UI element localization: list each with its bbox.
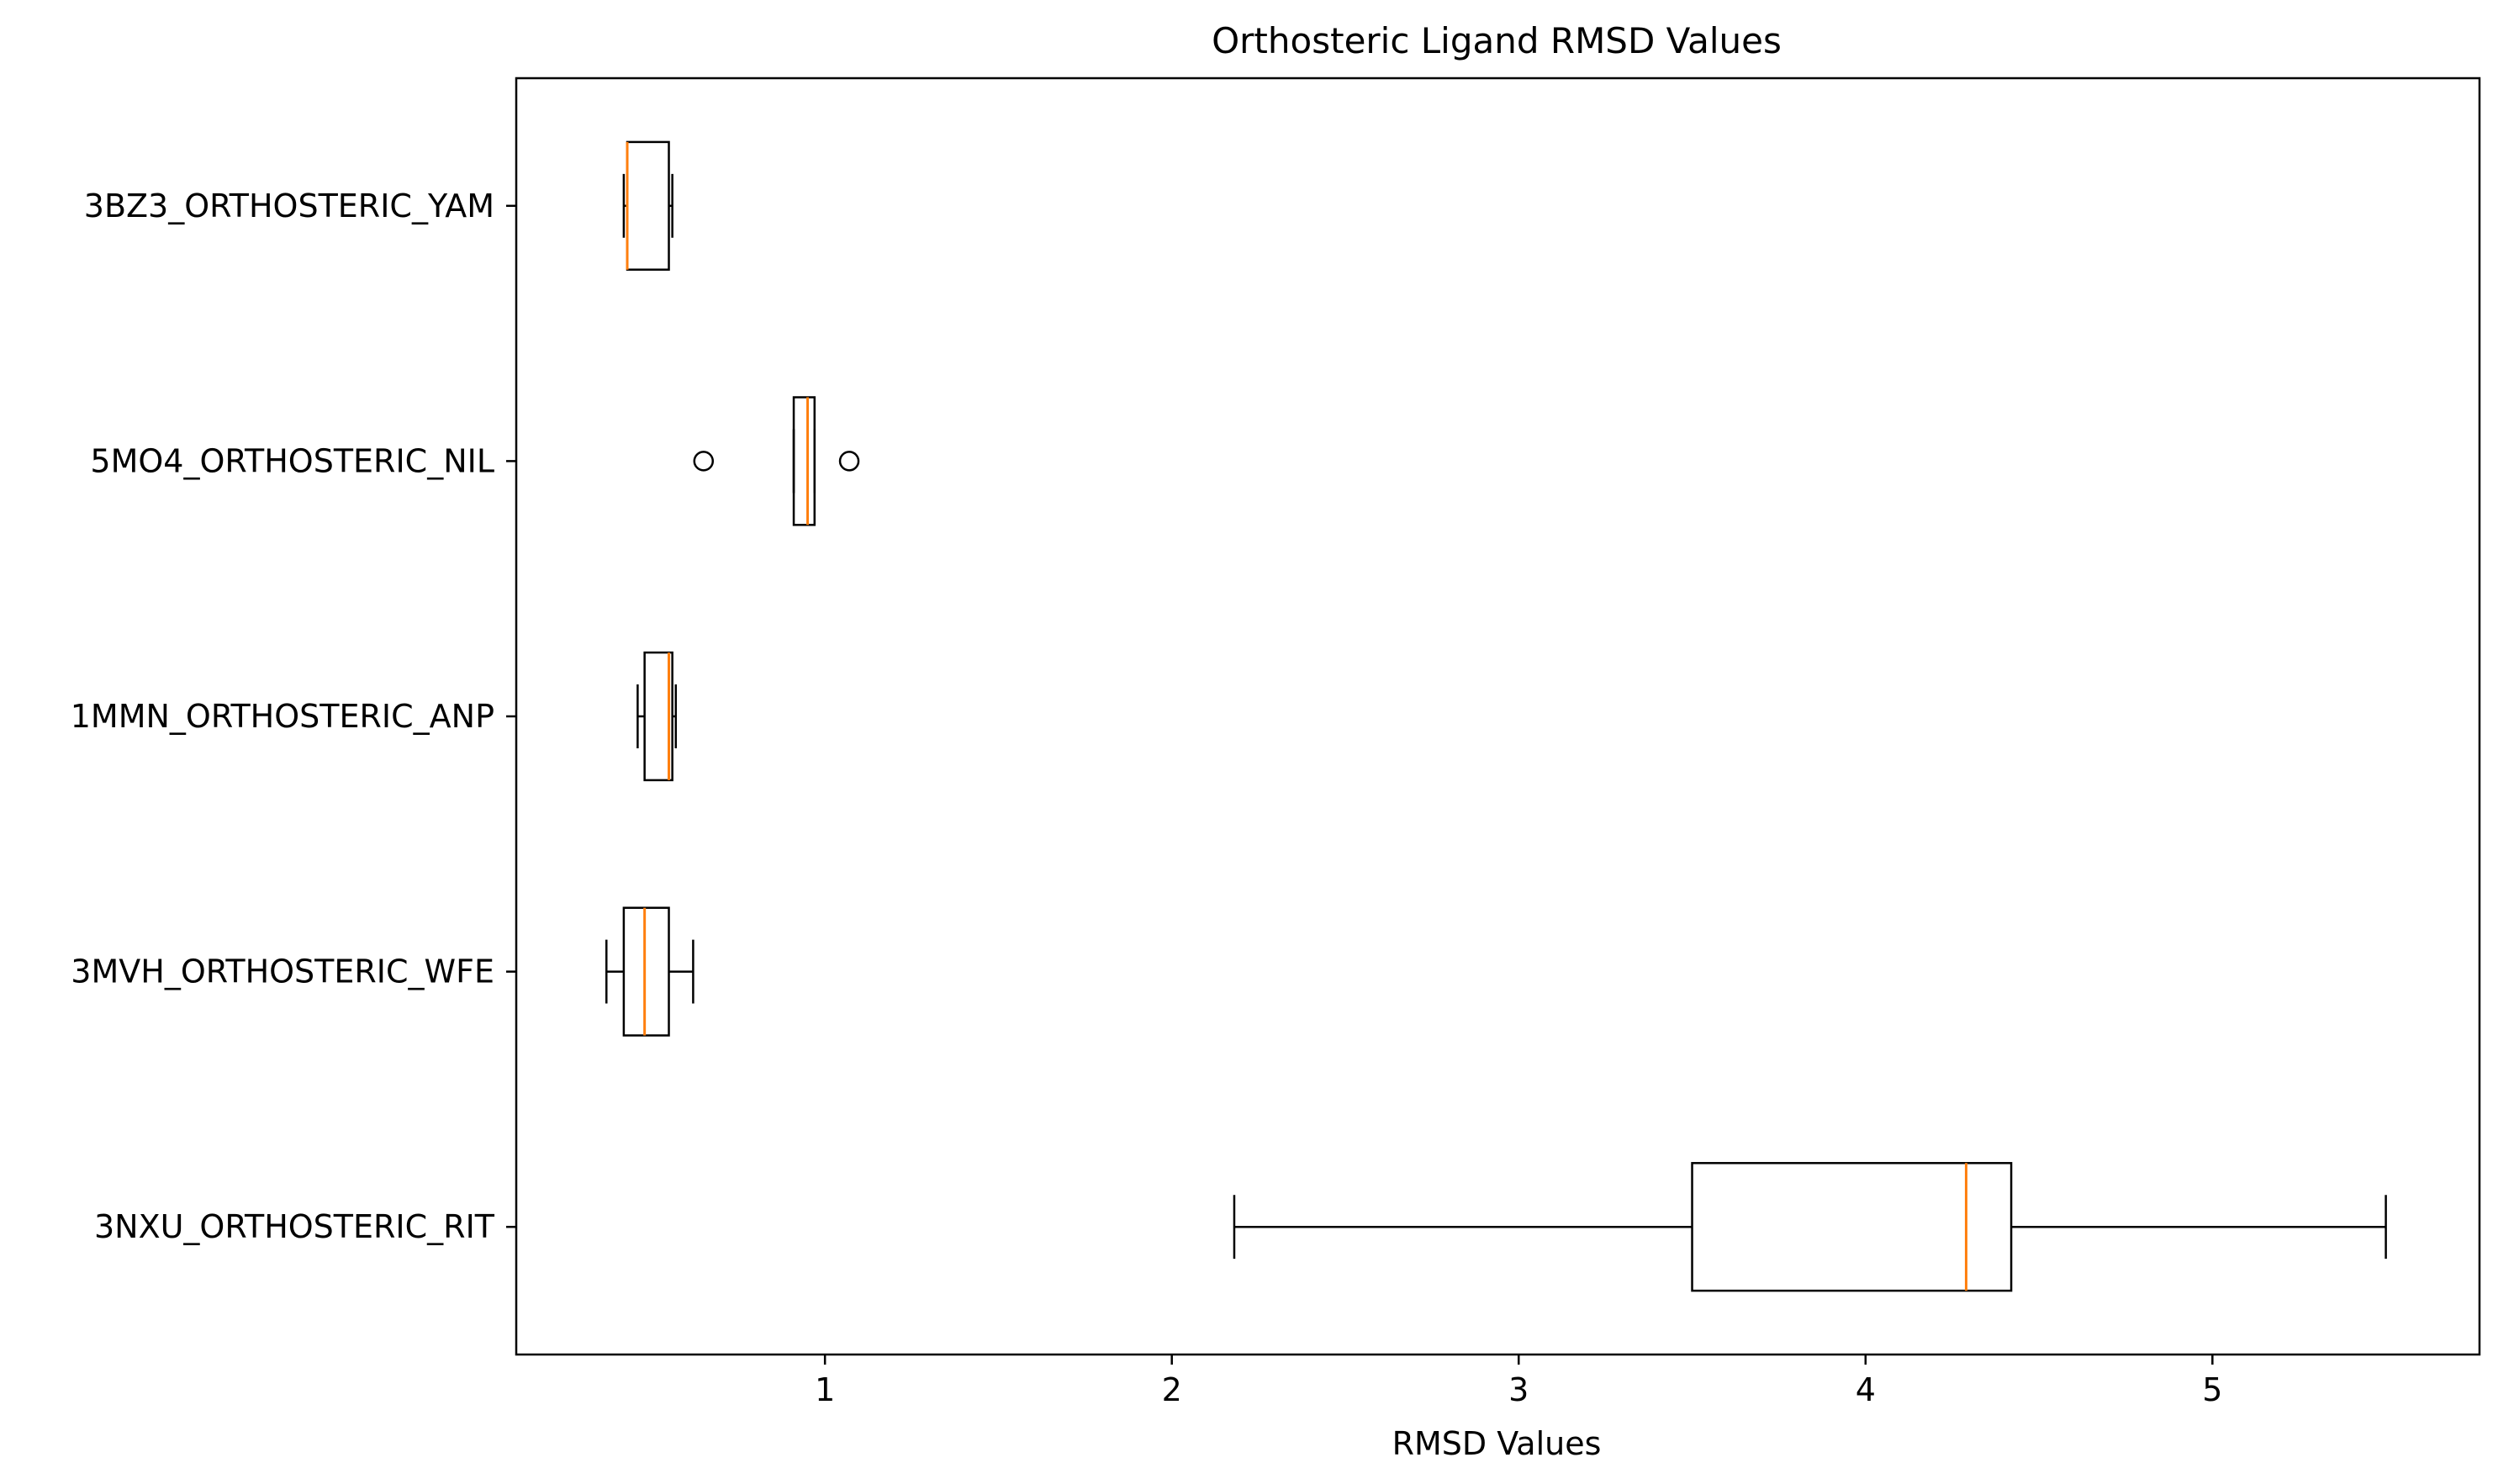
box-group <box>636 651 678 782</box>
y-tick-label: 3MVH_ORTHOSTERIC_WFE <box>71 953 494 990</box>
box-iqr <box>626 140 670 271</box>
x-tick-label: 2 <box>1162 1371 1182 1408</box>
x-axis: 1 2 3 4 5 <box>815 1355 2222 1408</box>
x-axis-label: RMSD Values <box>1392 1425 1602 1462</box>
outlier-point <box>838 451 860 472</box>
outlier-point <box>693 451 715 472</box>
box-group <box>605 906 694 1037</box>
y-tick-label: 1MMN_ORTHOSTERIC_ANP <box>71 698 494 735</box>
plot-frame <box>515 77 2481 1356</box>
y-tick-label: 3NXU_ORTHOSTERIC_RIT <box>94 1208 495 1245</box>
y-axis: 3BZ3_ORTHOSTERIC_YAM 5MO4_ORTHOSTERIC_NIL… <box>71 187 516 1245</box>
chart-title: Orthosteric Ligand RMSD Values <box>1212 20 1782 61</box>
y-tick-label: 5MO4_ORTHOSTERIC_NIL <box>90 442 494 479</box>
boxplot-marks <box>605 140 2387 1292</box>
box-iqr <box>643 651 673 782</box>
x-tick-label: 4 <box>1856 1371 1876 1408</box>
box-iqr <box>622 906 670 1037</box>
box-group <box>1233 1162 2387 1292</box>
box-iqr <box>792 396 816 526</box>
x-tick-label: 5 <box>2202 1371 2222 1408</box>
x-tick-label: 1 <box>815 1371 835 1408</box>
x-tick-label: 3 <box>1508 1371 1529 1408</box>
box-iqr <box>1691 1162 2013 1292</box>
box-group <box>622 140 673 271</box>
y-tick-label: 3BZ3_ORTHOSTERIC_YAM <box>84 187 494 224</box>
box-group <box>693 396 860 526</box>
